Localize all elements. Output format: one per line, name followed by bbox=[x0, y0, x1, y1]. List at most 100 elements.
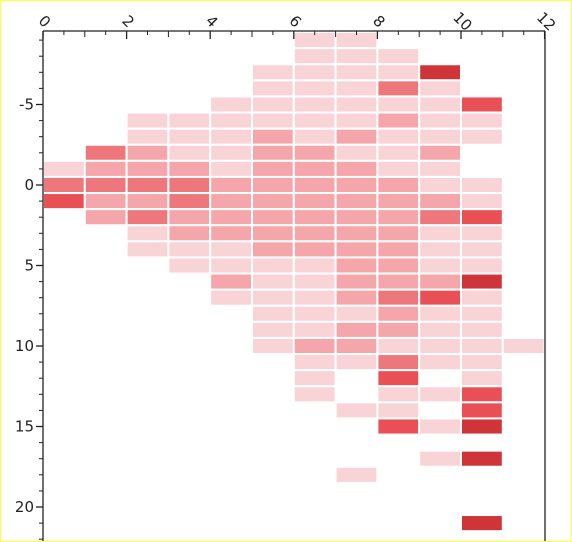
heatmap-cell bbox=[209, 272, 253, 291]
heatmap-cell bbox=[251, 127, 295, 146]
heatmap-cell bbox=[209, 111, 253, 130]
heatmap-cell bbox=[418, 272, 463, 291]
heatmap-cell bbox=[292, 256, 337, 275]
heatmap-cell bbox=[251, 63, 295, 82]
x-tick-label: 6 bbox=[286, 12, 305, 31]
heatmap-cell bbox=[292, 320, 337, 339]
heatmap-cell bbox=[418, 208, 463, 227]
heatmap-cell bbox=[167, 224, 212, 243]
heatmap-cell bbox=[83, 208, 128, 227]
heatmap-cell bbox=[418, 240, 463, 259]
heatmap-cell bbox=[376, 208, 421, 227]
heatmap-cell bbox=[251, 111, 295, 130]
heatmap-cell bbox=[376, 417, 421, 436]
heatmap-cell bbox=[167, 143, 212, 162]
heatmap-cell bbox=[167, 175, 212, 195]
heatmap-cell bbox=[251, 192, 295, 211]
heatmap-cell bbox=[334, 143, 379, 162]
heatmap-cell bbox=[376, 353, 421, 372]
heatmap-cell bbox=[334, 353, 379, 372]
heatmap-cell bbox=[334, 95, 379, 114]
heatmap-cell bbox=[334, 256, 379, 275]
heatmap-cell bbox=[251, 175, 295, 195]
heatmap-cell bbox=[292, 272, 337, 291]
heatmap-cell bbox=[376, 401, 421, 420]
heatmap-cell bbox=[292, 175, 337, 195]
heatmap-cell bbox=[209, 192, 253, 211]
heatmap-cell bbox=[460, 127, 504, 146]
heatmap-cell bbox=[418, 385, 463, 404]
heatmap-cell bbox=[209, 208, 253, 227]
heatmap-cell bbox=[460, 175, 504, 195]
heatmap-cell bbox=[167, 159, 212, 178]
heatmap-cell bbox=[334, 240, 379, 259]
heatmap-cell bbox=[251, 143, 295, 162]
heatmap-cell bbox=[292, 240, 337, 259]
heatmap-cell bbox=[418, 353, 463, 372]
heatmap-cell bbox=[292, 159, 337, 178]
heatmap-cell bbox=[334, 159, 379, 178]
heatmap-cell bbox=[418, 192, 463, 211]
heatmap-cell bbox=[418, 175, 463, 195]
heatmap-cell bbox=[418, 127, 463, 146]
heatmap-cell bbox=[292, 224, 337, 243]
heatmap-cell bbox=[460, 240, 504, 259]
heatmap-cell bbox=[334, 224, 379, 243]
heatmap-cell bbox=[334, 127, 379, 146]
heatmap-cell bbox=[376, 272, 421, 291]
heatmap-cell bbox=[292, 111, 337, 130]
heatmap-cell bbox=[376, 127, 421, 146]
heatmap-cell bbox=[292, 385, 337, 404]
heatmap-cell bbox=[460, 336, 504, 356]
heatmap-cell bbox=[292, 79, 337, 98]
heatmap-cell bbox=[292, 208, 337, 227]
x-tick-label: 4 bbox=[202, 12, 221, 31]
heatmap-cell bbox=[292, 304, 337, 323]
heatmap-cell bbox=[376, 143, 421, 162]
heatmap-cell bbox=[460, 385, 504, 404]
y-tick-label: -5 bbox=[19, 96, 34, 114]
heatmap-cell bbox=[209, 240, 253, 259]
heatmap-cell bbox=[251, 304, 295, 323]
heatmap-cell bbox=[418, 79, 463, 98]
heatmap-cell bbox=[292, 192, 337, 211]
heatmap-cell bbox=[418, 417, 463, 436]
heatmap-cell bbox=[167, 240, 212, 259]
heatmap-cell bbox=[418, 256, 463, 275]
heatmap-cell bbox=[251, 336, 295, 356]
heatmap-cell bbox=[334, 272, 379, 291]
heatmap-cell bbox=[460, 256, 504, 275]
heatmap-cell bbox=[334, 208, 379, 227]
heatmap-cell bbox=[167, 111, 212, 130]
y-tick-label: 15 bbox=[15, 418, 34, 436]
heatmap-cell bbox=[460, 95, 504, 114]
heatmap-cell bbox=[125, 192, 170, 211]
heatmap-cell bbox=[376, 47, 421, 66]
heatmap-cell bbox=[167, 127, 212, 146]
heatmap-cell bbox=[125, 111, 170, 130]
y-tick-label: 10 bbox=[15, 337, 34, 355]
heatmap-cell bbox=[251, 288, 295, 307]
heatmap-cell bbox=[125, 208, 170, 227]
heatmap-cell bbox=[251, 224, 295, 243]
heatmap-cell bbox=[292, 63, 337, 82]
heatmap-cell bbox=[292, 95, 337, 114]
heatmap-cell bbox=[334, 465, 379, 484]
heatmap-cell bbox=[460, 353, 504, 372]
heatmap-cell bbox=[460, 514, 504, 533]
heatmap-cell bbox=[83, 159, 128, 178]
heatmap-cell bbox=[376, 159, 421, 178]
heatmap-cell bbox=[460, 417, 504, 436]
heatmap-cell bbox=[376, 304, 421, 323]
heatmap-cell bbox=[292, 143, 337, 162]
heatmap-cell bbox=[292, 353, 337, 372]
heatmap-cell bbox=[125, 159, 170, 178]
heatmap-cell bbox=[334, 79, 379, 98]
heatmap-cell bbox=[251, 272, 295, 291]
heatmap-cell bbox=[251, 79, 295, 98]
heatmap-cell bbox=[334, 111, 379, 130]
heatmap-cell bbox=[125, 224, 170, 243]
heatmap-cell bbox=[292, 336, 337, 356]
heatmap-cell bbox=[376, 385, 421, 404]
heatmap-cell bbox=[83, 175, 128, 195]
